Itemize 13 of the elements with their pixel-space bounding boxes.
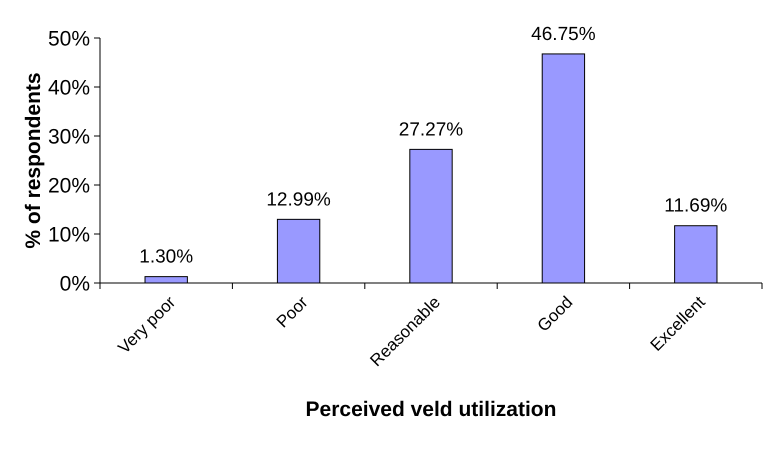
y-tick-label: 0% xyxy=(60,272,90,296)
y-tick-label: 20% xyxy=(48,174,90,198)
x-axis-title: Perceived veld utilization xyxy=(306,398,556,421)
y-tick-label: 10% xyxy=(48,223,90,246)
data-label: 27.27% xyxy=(398,119,464,140)
y-tick-label: 30% xyxy=(48,125,90,148)
data-label: 46.75% xyxy=(531,24,596,45)
data-label: 11.69% xyxy=(664,196,728,217)
data-label: 12.99% xyxy=(266,189,331,210)
y-tick-label: 50% xyxy=(48,27,90,50)
y-tick-label: 40% xyxy=(48,76,90,100)
y-axis-title: % of respondents xyxy=(22,72,45,249)
data-label: 1.30% xyxy=(139,246,194,268)
